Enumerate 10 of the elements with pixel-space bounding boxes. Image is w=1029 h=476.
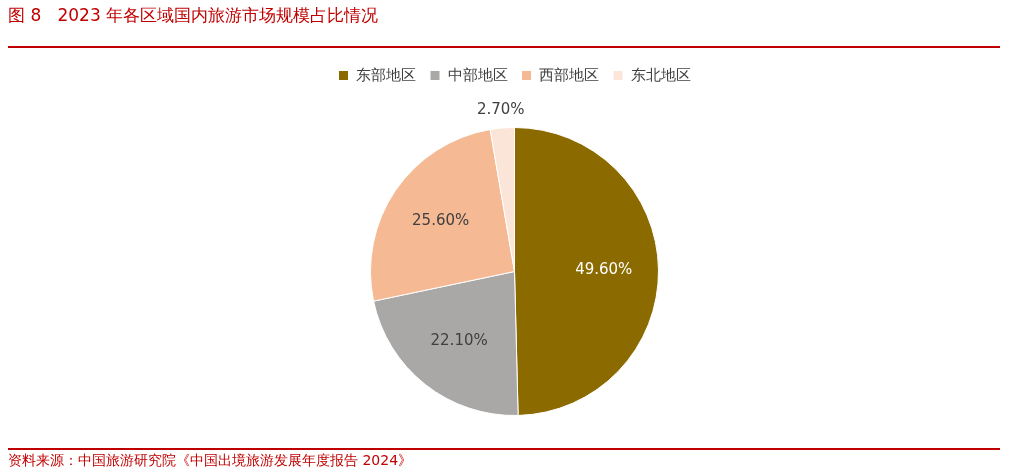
data-label: 2.70% [476,99,525,118]
text: 资料来源：中国旅游研究院《中国出境旅游发展年度报告 2024》 [8,452,413,470]
legend-label: 东北地区 [630,65,691,83]
legend-label: 西部地区 [539,65,599,83]
data-label: 49.60% [575,260,633,279]
data-label: 22.10% [430,331,488,350]
data-label: 25.60% [412,211,470,230]
text: 图 8 2023 年各区域国内旅游市场规模占比情况 [8,4,379,27]
legend-label: 中部地区 [447,65,508,83]
legend-label: 东部地区 [356,65,416,83]
